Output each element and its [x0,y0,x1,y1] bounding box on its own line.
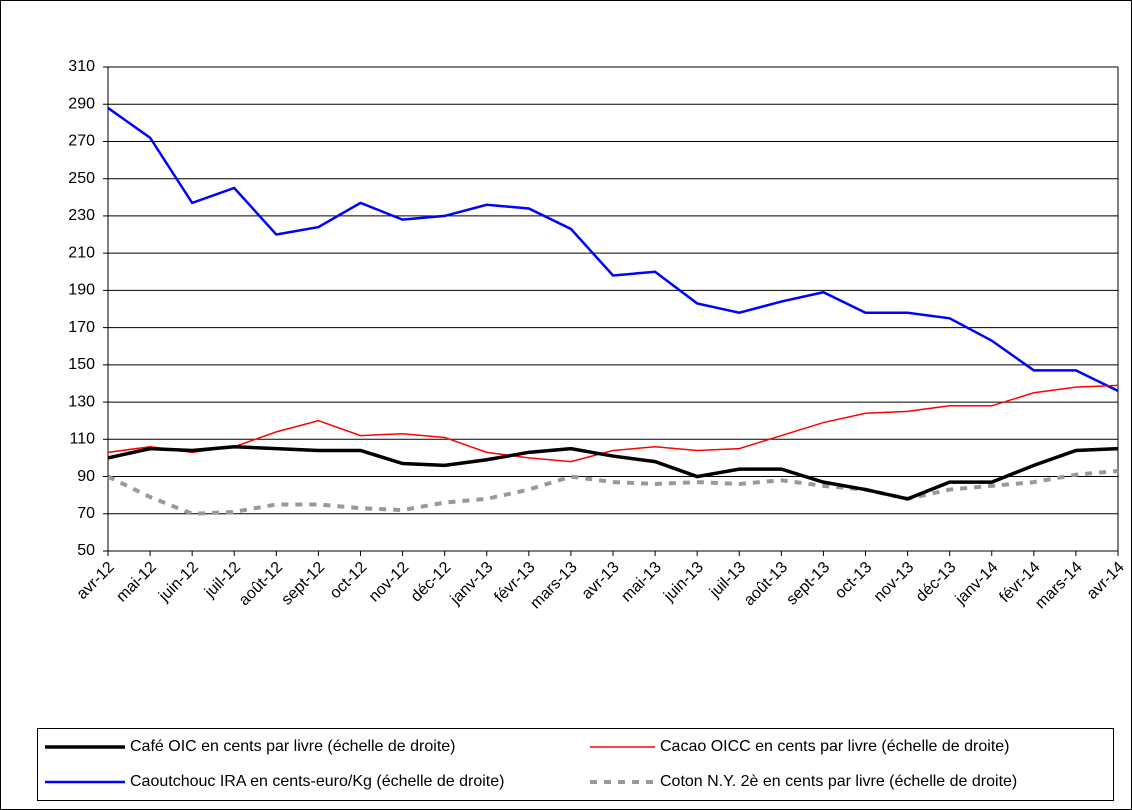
y-tick-label: 170 [68,319,95,336]
y-tick-label: 270 [68,133,95,150]
legend-label: Cacao OICC en cents par livre (échelle d… [660,738,1010,755]
y-tick-label: 110 [69,431,95,448]
y-tick-label: 90 [77,468,95,485]
series-line [107,106,1119,393]
y-tick-label: 190 [68,282,95,299]
y-tick-label: 250 [68,170,95,187]
y-tick-label: 70 [77,505,95,522]
y-tick-label: 50 [77,542,95,559]
y-tick-label: 210 [68,244,95,261]
y-tick-label: 130 [68,393,95,410]
y-tick-label: 310 [68,58,95,75]
legend-label: Coton N.Y. 2è en cents par livre (échell… [660,773,1017,790]
legend-label: Café OIC en cents par livre (échelle de … [130,738,455,755]
y-tick-label: 290 [68,95,95,112]
series-line [107,468,1119,516]
legend-label: Caoutchouc IRA en cents-euro/Kg (échelle… [130,773,504,790]
y-tick-label: 230 [68,207,95,224]
y-tick-label: 150 [68,356,95,373]
series-line [107,384,1119,463]
series-line [107,445,1119,501]
legend-box [37,728,1114,801]
